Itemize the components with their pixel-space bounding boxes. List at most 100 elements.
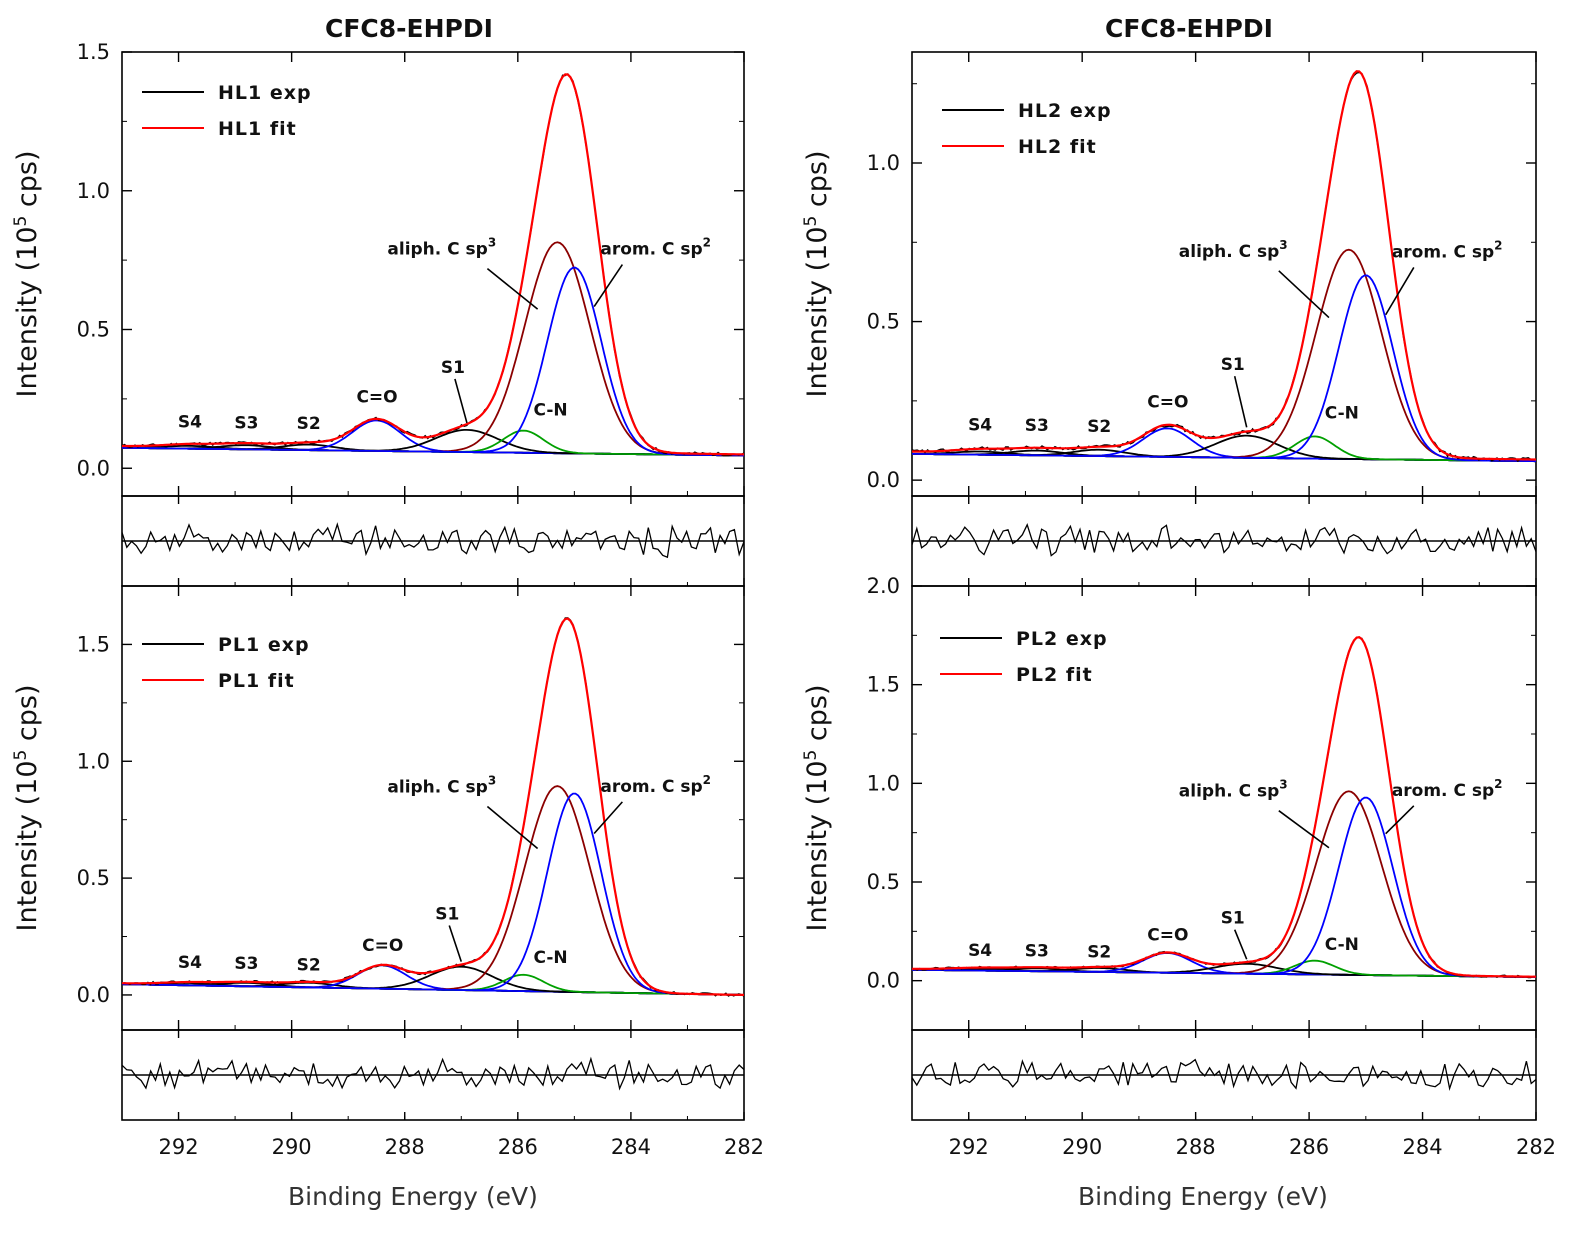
annotation-aliph: aliph. C sp3 (1179, 238, 1288, 262)
y-tick-label: 0.5 (77, 866, 110, 890)
y-tick-label: 0.0 (867, 969, 900, 993)
annotation-arrow (448, 925, 463, 962)
annotation-arrow (486, 267, 539, 310)
residual-line (911, 1058, 1537, 1092)
annotation-arrow (1233, 376, 1248, 428)
chart-title-left: CFC8-EHPDI (325, 14, 493, 43)
x-tick-label: 288 (385, 1135, 425, 1159)
x-axis-label-right: Binding Energy (eV) (1078, 1182, 1328, 1211)
annotation-arrow (454, 378, 468, 424)
annotation-arrow (1385, 805, 1415, 835)
annotation-arrow (486, 805, 539, 850)
annotation-arom: arom. C sp2 (1392, 777, 1503, 801)
annotation-s1: S1 (1221, 909, 1245, 929)
annotation-s3: S3 (234, 954, 258, 974)
residual-line (121, 522, 745, 559)
chart-hl2: 0.0 0.5 1.0 Intensity (105 cps) HL2 exp HL2 f… (801, 51, 1537, 587)
x-tick-label: 284 (1402, 1135, 1442, 1159)
annotation-arrow (1278, 270, 1330, 319)
fit-line (122, 617, 744, 996)
y-tick-label: 1.0 (77, 749, 110, 773)
chart-pl1: 292 290 288 286 284 282 0.0 0.5 1.0 1.5 Intensity … (11, 585, 764, 1159)
component-arom-line (122, 792, 744, 996)
annotation-co: C=O (362, 936, 403, 956)
legend-label: HL2 exp (1018, 100, 1112, 122)
y-tick-label: 1.5 (867, 673, 900, 697)
legend-label: PL1 exp (218, 634, 310, 656)
annotation-s4: S4 (178, 953, 202, 973)
component-aliph-line (912, 790, 1536, 978)
annotation-arom: arom. C sp2 (600, 236, 711, 260)
y-axis-label: Intensity (105 cps) (11, 685, 43, 932)
component-arom-line (912, 274, 1537, 463)
y-tick-label: 0.5 (867, 310, 900, 334)
annotation-s4: S4 (178, 413, 202, 433)
annotation-arrow (1384, 267, 1415, 316)
annotation-co: C=O (1147, 392, 1188, 412)
legend-label: HL2 fit (1018, 136, 1097, 158)
chart-pl2: 292 290 288 286 284 282 0.0 0.5 1.0 1.5 2.0 Intensi… (801, 574, 1556, 1159)
annotation-arrow (1233, 929, 1248, 960)
annotation-s1: S1 (435, 905, 459, 925)
y-tick-label: 0.5 (867, 870, 900, 894)
annotation-co: C=O (356, 387, 397, 407)
x-tick-label: 286 (1289, 1135, 1329, 1159)
exp-line (121, 73, 745, 457)
x-axis-label-left: Binding Energy (eV) (288, 1182, 538, 1211)
y-tick-label: 0.0 (867, 468, 900, 492)
chart-title-right: CFC8-EHPDI (1105, 14, 1273, 43)
annotation-cn: C-N (1325, 404, 1359, 424)
x-tick-label: 292 (158, 1135, 198, 1159)
y-tick-label: 0.0 (77, 456, 110, 480)
plot-frame (121, 51, 745, 497)
annotation-arom: arom. C sp2 (600, 773, 711, 797)
annotation-s2: S2 (297, 414, 321, 434)
fit-line (912, 70, 1536, 461)
annotation-s2: S2 (297, 955, 321, 975)
y-tick-label: 1.0 (867, 771, 900, 795)
y-axis-label: Intensity (105 cps) (11, 151, 43, 398)
plot-frame (911, 51, 1537, 497)
component-aliph-line (121, 241, 744, 457)
x-tick-label: 286 (498, 1135, 538, 1159)
annotation-s2: S2 (1087, 942, 1111, 962)
x-tick-label: 288 (1176, 1135, 1216, 1159)
annotation-cn: C-N (1325, 935, 1359, 955)
fit-line (912, 636, 1536, 978)
annotation-cn: C-N (533, 400, 567, 420)
y-axis-label: Intensity (105 cps) (801, 151, 833, 398)
y-tick-label: 0.0 (77, 983, 110, 1007)
annotation-cn: C-N (533, 948, 567, 968)
x-tick-label: 284 (611, 1135, 651, 1159)
residual-line (121, 1056, 745, 1091)
annotation-s1: S1 (1221, 355, 1245, 375)
component-arom-line (121, 266, 744, 457)
legend-label: PL2 exp (1016, 628, 1108, 650)
fit-line (122, 73, 745, 456)
x-tick-label: 282 (724, 1135, 764, 1159)
annotation-s4: S4 (968, 415, 992, 435)
annotation-arom: arom. C sp2 (1392, 238, 1503, 262)
component-aliph-line (122, 785, 744, 996)
y-tick-label: 1.0 (77, 179, 110, 203)
legend-label: HL1 exp (218, 82, 312, 104)
annotation-co: C=O (1147, 925, 1188, 945)
y-tick-label: 1.0 (867, 151, 900, 175)
annotation-aliph: aliph. C sp3 (1179, 778, 1288, 802)
residual-line (911, 523, 1537, 557)
legend-label: PL2 fit (1016, 664, 1093, 686)
annotation-aliph: aliph. C sp3 (387, 773, 496, 797)
annotation-s3: S3 (234, 413, 258, 433)
annotation-arrow (1278, 810, 1330, 849)
exp-line (911, 71, 1537, 463)
annotation-s3: S3 (1025, 942, 1049, 962)
component-arom-line (912, 796, 1536, 978)
y-tick-label: 1.5 (77, 632, 110, 656)
y-tick-label: 0.5 (77, 318, 110, 342)
legend-label: HL1 fit (218, 118, 297, 140)
annotation-s3: S3 (1025, 416, 1049, 436)
y-tick-label: 2.0 (867, 574, 900, 598)
y-tick-label: 1.5 (77, 40, 110, 64)
